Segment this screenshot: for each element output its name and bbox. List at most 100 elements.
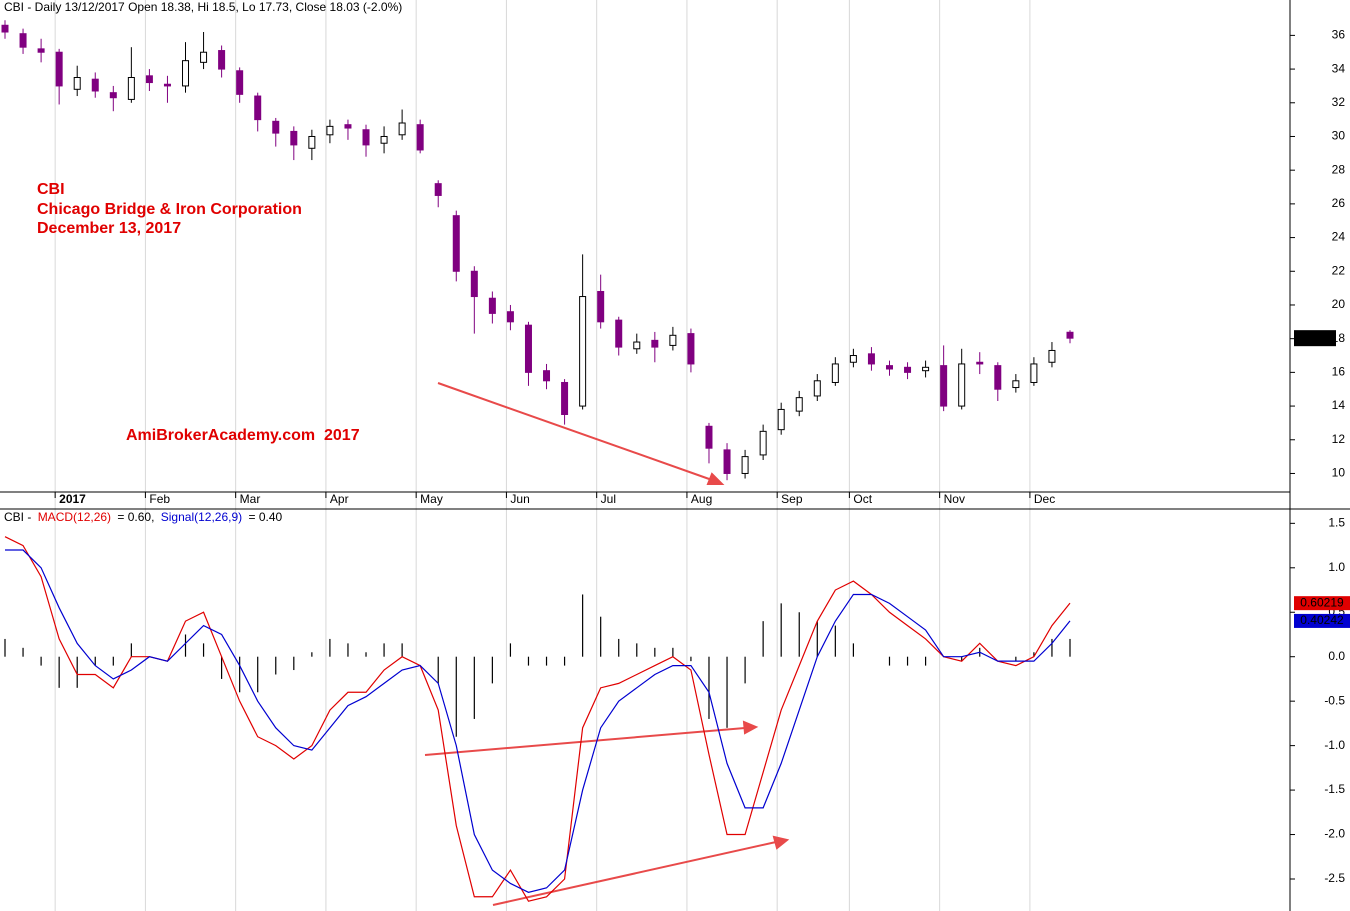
candle-body — [615, 319, 623, 348]
x-tick-label: May — [420, 492, 443, 506]
candle-body — [795, 397, 803, 412]
candle-body — [452, 215, 460, 272]
x-tick-label: 2017 — [59, 492, 86, 506]
candle-body — [561, 381, 569, 415]
candle-body — [958, 363, 966, 407]
x-tick-label: Jul — [601, 492, 616, 506]
x-tick-label: Jun — [510, 492, 529, 506]
candle-body — [524, 324, 532, 373]
y-tick-label: 16 — [1332, 365, 1346, 379]
candle-body — [73, 77, 81, 90]
candle-body — [705, 425, 713, 449]
candle-body — [1012, 380, 1020, 389]
x-tick-label: Sep — [781, 492, 803, 506]
candle-body — [1030, 363, 1038, 383]
candle-body — [1048, 349, 1056, 363]
candle-body — [236, 70, 244, 95]
chart-title: CBI - Daily 13/12/2017 Open 18.38, Hi 18… — [4, 0, 402, 14]
candle-body — [290, 130, 298, 146]
y-tick-label: -1.5 — [1324, 782, 1345, 796]
title-part: = 0.60, — [117, 510, 154, 524]
candle-body — [633, 341, 641, 350]
candle-body — [885, 365, 893, 370]
candle-body — [344, 124, 352, 129]
candle-body — [867, 353, 875, 365]
candle-body — [470, 270, 478, 298]
arrow — [492, 841, 777, 906]
y-tick-label: -2.5 — [1324, 871, 1345, 885]
grid — [54, 0, 1031, 911]
y-tick-label: 30 — [1332, 129, 1346, 143]
trend-arrows — [424, 382, 790, 906]
last-value-tag — [1294, 613, 1350, 628]
y-tick-label: 12 — [1332, 432, 1346, 446]
candle-body — [380, 135, 388, 144]
y-tick-label: 1.0 — [1328, 560, 1345, 574]
candle-body — [976, 361, 984, 365]
candle-body — [182, 60, 190, 87]
candle-body — [741, 456, 749, 474]
arrow — [437, 382, 713, 481]
candle-body — [904, 366, 912, 373]
candle-body — [272, 120, 280, 134]
candle-body — [940, 365, 948, 407]
candle-body — [434, 183, 442, 196]
candle-body — [416, 124, 424, 151]
arrowhead — [772, 835, 790, 850]
y-tick-label: 28 — [1332, 162, 1346, 176]
candle-body — [687, 333, 695, 365]
y-tick-label: -0.5 — [1324, 693, 1345, 707]
last-price-label: 18.03 — [1300, 330, 1330, 344]
annotation: Chicago Bridge & Iron Corporation — [37, 201, 302, 218]
x-tick-label: Nov — [944, 492, 965, 506]
x-tick-label: Apr — [330, 492, 349, 506]
candle-body — [543, 370, 551, 382]
y-tick-label: 32 — [1332, 95, 1346, 109]
candle-body — [579, 296, 587, 407]
candle-body — [651, 339, 659, 348]
candle-body — [19, 33, 27, 48]
candle-body — [55, 51, 63, 87]
last-price-tag — [1294, 330, 1336, 347]
candle-body — [200, 51, 208, 63]
y-tick-label: 1.5 — [1328, 516, 1345, 530]
candle-body — [362, 129, 370, 146]
y-tick-label: 24 — [1332, 230, 1346, 244]
macd-title: CBI - MACD(12,26) = 0.60, Signal(12,26,9… — [4, 510, 283, 524]
title-part: = 0.40 — [249, 510, 283, 524]
x-tick-label: Oct — [853, 492, 872, 506]
last-value-tag — [1294, 596, 1350, 611]
candle-body — [1066, 331, 1074, 339]
x-tick-label: Mar — [240, 492, 261, 506]
legend-entry: Signal(12,26,9) — [161, 510, 242, 524]
y-tick-label: 34 — [1332, 61, 1346, 75]
candle-body — [922, 366, 930, 372]
candle-body — [488, 297, 496, 314]
y-tick-label: 14 — [1332, 398, 1346, 412]
candle-body — [1, 24, 9, 33]
y-tick-label: 22 — [1332, 263, 1346, 277]
candle-body — [994, 365, 1002, 390]
candle-body — [506, 311, 514, 323]
title-part: CBI - — [4, 510, 31, 524]
last-value-label: 0.40242 — [1300, 613, 1344, 627]
candle-body — [91, 78, 99, 92]
series-line — [4, 536, 1071, 902]
candle-body — [759, 430, 767, 456]
y-tick-label: -1.0 — [1324, 738, 1345, 752]
x-tick-label: Aug — [691, 492, 712, 506]
y-tick-label: 20 — [1332, 297, 1346, 311]
arrowhead — [706, 472, 725, 485]
last-value-label: 0.60219 — [1300, 595, 1344, 609]
y-tick-label: 36 — [1332, 28, 1346, 42]
annotation: AmiBrokerAcademy.com 2017 — [126, 427, 360, 444]
candle-body — [109, 92, 117, 99]
candle-body — [831, 363, 839, 383]
candle-body — [723, 449, 731, 474]
arrowhead — [742, 720, 759, 735]
candle-body — [849, 355, 857, 363]
candle-body — [254, 95, 262, 121]
candle-body — [218, 50, 226, 70]
